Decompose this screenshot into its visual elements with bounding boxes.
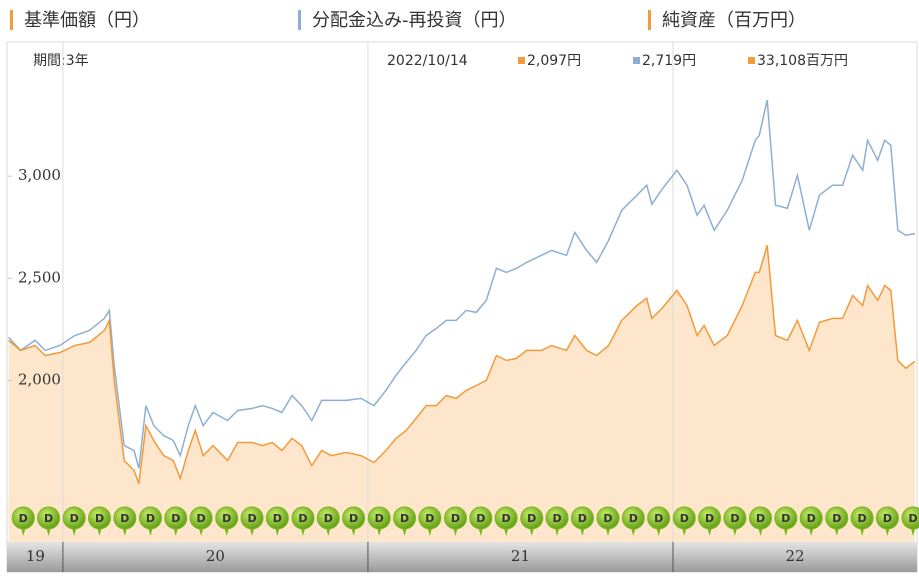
dividend-marker bbox=[494, 506, 518, 530]
dividend-label: D bbox=[171, 512, 180, 525]
latest-swatch bbox=[748, 57, 755, 64]
dividend-marker bbox=[418, 506, 442, 530]
latest-value: 33,108百万円 bbox=[757, 53, 848, 69]
dividend-marker bbox=[621, 506, 645, 530]
dividend-label: D bbox=[781, 512, 790, 525]
dividend-marker bbox=[316, 506, 340, 530]
dividend-label: D bbox=[222, 512, 231, 525]
dividend-marker bbox=[901, 506, 919, 530]
y-tick-label: 3,000 bbox=[18, 166, 61, 184]
dividend-label: D bbox=[44, 512, 53, 525]
dividend-label: D bbox=[324, 512, 333, 525]
legend-swatch bbox=[648, 10, 651, 30]
dividend-marker bbox=[570, 506, 594, 530]
dividend-label: D bbox=[527, 512, 536, 525]
dividend-marker bbox=[11, 506, 35, 530]
line bbox=[8, 99, 916, 469]
dividend-label: D bbox=[756, 512, 765, 525]
x-tick-label: 22 bbox=[785, 547, 804, 565]
dividend-label: D bbox=[197, 512, 206, 525]
dividend-label: D bbox=[629, 512, 638, 525]
dividend-marker bbox=[443, 506, 467, 530]
year-band bbox=[7, 542, 917, 572]
dividend-marker bbox=[596, 506, 620, 530]
dividend-label: D bbox=[19, 512, 28, 525]
dividend-label: D bbox=[298, 512, 307, 525]
dividend-marker bbox=[825, 506, 849, 530]
dividend-label: D bbox=[70, 512, 79, 525]
dividend-label: D bbox=[883, 512, 892, 525]
dividend-label: D bbox=[705, 512, 714, 525]
dividend-label: D bbox=[120, 512, 129, 525]
dividend-label: D bbox=[654, 512, 663, 525]
legend-swatch bbox=[10, 10, 13, 30]
line bbox=[8, 245, 916, 484]
dividend-marker bbox=[393, 506, 417, 530]
dividend-marker bbox=[520, 506, 544, 530]
dividend-label: D bbox=[502, 512, 511, 525]
dividend-marker bbox=[469, 506, 493, 530]
dividend-marker bbox=[342, 506, 366, 530]
dividend-marker bbox=[799, 506, 823, 530]
dividend-label: D bbox=[273, 512, 282, 525]
dividend-marker bbox=[723, 506, 747, 530]
dividend-marker bbox=[164, 506, 188, 530]
dividend-marker bbox=[215, 506, 239, 530]
dividend-marker bbox=[138, 506, 162, 530]
dividend-marker bbox=[850, 506, 874, 530]
dividend-label: D bbox=[908, 512, 917, 525]
dividend-marker bbox=[647, 506, 671, 530]
latest-swatch bbox=[633, 57, 640, 64]
dividend-label: D bbox=[578, 512, 587, 525]
dividend-label: D bbox=[400, 512, 409, 525]
legend-label: 純資産（百万円） bbox=[662, 10, 806, 31]
dividend-marker bbox=[291, 506, 315, 530]
dividend-label: D bbox=[552, 512, 561, 525]
dividend-marker bbox=[545, 506, 569, 530]
dividend-marker bbox=[265, 506, 289, 530]
legend-label: 基準価額（円） bbox=[24, 10, 150, 31]
dividend-marker bbox=[875, 506, 899, 530]
dividend-label: D bbox=[95, 512, 104, 525]
dividend-label: D bbox=[730, 512, 739, 525]
dividend-label: D bbox=[680, 512, 689, 525]
legend-swatch bbox=[298, 10, 301, 30]
dividend-marker bbox=[698, 506, 722, 530]
period: 期間:3年 bbox=[33, 53, 89, 69]
dividend-marker bbox=[367, 506, 391, 530]
dividend-marker bbox=[672, 506, 696, 530]
dividend-label: D bbox=[476, 512, 485, 525]
dividend-label: D bbox=[375, 512, 384, 525]
dividend-marker bbox=[62, 506, 86, 530]
x-tick-label: 20 bbox=[206, 547, 225, 565]
dividend-label: D bbox=[858, 512, 867, 525]
x-tick-label: 19 bbox=[26, 547, 45, 565]
dividend-label: D bbox=[451, 512, 460, 525]
dividend-marker bbox=[88, 506, 112, 530]
latest-date: 2022/10/14 bbox=[387, 53, 468, 69]
latest-swatch bbox=[518, 57, 525, 64]
dividend-label: D bbox=[807, 512, 816, 525]
dividend-marker bbox=[749, 506, 773, 530]
dividend-label: D bbox=[247, 512, 256, 525]
dividend-marker bbox=[240, 506, 264, 530]
y-tick-label: 2,000 bbox=[18, 370, 61, 388]
latest-value: 2,719円 bbox=[642, 53, 696, 69]
dividend-label: D bbox=[146, 512, 155, 525]
dividend-label: D bbox=[425, 512, 434, 525]
latest-value: 2,097円 bbox=[527, 53, 581, 69]
dividend-marker bbox=[774, 506, 798, 530]
legend-label: 分配金込み-再投資（円） bbox=[312, 10, 517, 31]
y-tick-label: 2,500 bbox=[18, 268, 61, 286]
dividend-label: D bbox=[603, 512, 612, 525]
dividend-marker bbox=[113, 506, 137, 530]
x-tick-label: 21 bbox=[511, 547, 530, 565]
area bbox=[8, 245, 915, 543]
dividend-label: D bbox=[832, 512, 841, 525]
dividend-label: D bbox=[349, 512, 358, 525]
dividend-marker bbox=[189, 506, 213, 530]
dividend-marker bbox=[37, 506, 61, 530]
